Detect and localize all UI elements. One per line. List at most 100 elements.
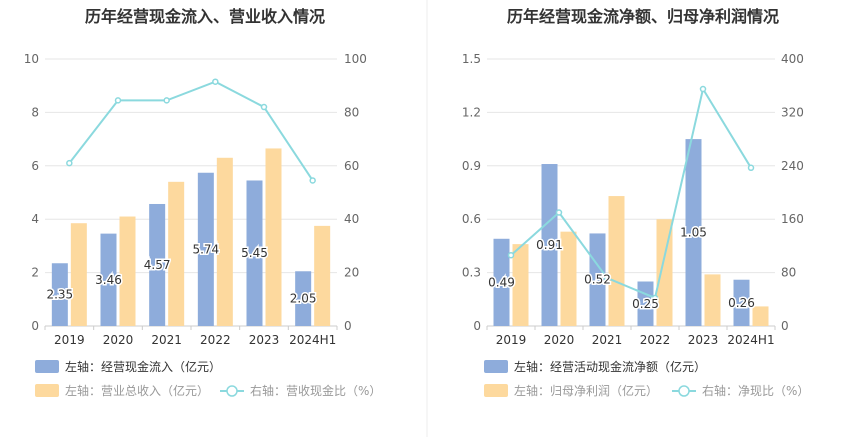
ratio-line <box>68 80 314 182</box>
chart-title: 历年经营现金流净额、归母净利润情况 <box>507 7 779 26</box>
ratio-point[interactable] <box>163 97 170 104</box>
legend-label-line[interactable]: 右轴：净现比（%） <box>702 383 809 398</box>
bar-data-label: 1.05 <box>680 226 707 240</box>
bar-data-label: 2.35 <box>46 288 73 302</box>
y-left-tick-label: 10 <box>24 52 39 66</box>
legend: 左轴：经营现金流入（亿元） 左轴：营业总收入（亿元） 右轴：营收现金比（%） <box>35 359 381 398</box>
bar-secondary[interactable] <box>656 219 673 326</box>
y-left-tick-label: 4 <box>31 212 39 226</box>
bar-primary[interactable] <box>197 172 214 326</box>
y-right-tick-label: 160 <box>781 212 804 226</box>
bar-data-label: 0.49 <box>488 275 515 289</box>
y-left-tick-label: 0 <box>473 319 481 333</box>
ratio-point[interactable] <box>555 209 563 216</box>
legend-swatch-line-marker <box>226 385 238 397</box>
x-tick-label: 2020 <box>544 333 575 347</box>
bar-primary[interactable] <box>733 279 750 326</box>
y-right-tick-label: 20 <box>344 266 359 280</box>
y-right-tick-label: 100 <box>344 52 367 66</box>
bar-data-label: 0.26 <box>728 296 755 310</box>
ratio-point[interactable] <box>309 177 316 184</box>
x-tick-label: 2023 <box>249 333 280 347</box>
ratio-point[interactable] <box>212 78 219 85</box>
y-right-tick-label: 0 <box>781 319 789 333</box>
ratio-point[interactable] <box>699 85 707 93</box>
chart-2: 历年经营现金流净额、归母净利润情况 0 0.3 0.6 0.9 1.2 1.5 0 80 160 2… <box>462 7 810 398</box>
bar-secondary[interactable] <box>314 225 331 326</box>
ratio-line <box>510 86 752 300</box>
bar-secondary[interactable] <box>752 306 769 326</box>
bar-secondary[interactable] <box>560 231 577 326</box>
bar-primary[interactable] <box>100 233 117 326</box>
bar-primary[interactable] <box>541 164 558 326</box>
x-tick-label: 2022 <box>200 333 231 347</box>
bar-primary[interactable] <box>685 139 702 326</box>
y-left-tick-label: 0.9 <box>462 159 481 173</box>
y-right-tick-label: 0 <box>344 319 352 333</box>
bar-data-label: 2.05 <box>290 292 317 306</box>
y-left-tick-label: 0.3 <box>462 266 481 280</box>
ratio-point[interactable] <box>603 274 611 282</box>
x-tick-label: 2021 <box>151 333 182 347</box>
legend-swatch-primary[interactable] <box>35 360 59 373</box>
ratio-point[interactable] <box>260 103 268 111</box>
bar-secondary[interactable] <box>119 216 136 326</box>
legend-swatch-line-marker <box>678 385 690 397</box>
x-tick-label: 2022 <box>640 333 671 347</box>
y-right-tick-label: 400 <box>781 52 804 66</box>
legend-swatch-primary[interactable] <box>484 360 508 373</box>
x-tick-label: 2023 <box>688 333 719 347</box>
y-left-tick-label: 8 <box>31 105 39 119</box>
ratio-point[interactable] <box>114 97 122 104</box>
y-left-tick-label: 1.5 <box>462 52 481 66</box>
bar-data-label: 5.45 <box>241 246 268 260</box>
legend-swatch-secondary[interactable] <box>484 384 508 397</box>
ratio-point[interactable] <box>651 294 659 302</box>
y-right-tick-label: 80 <box>781 266 796 280</box>
bar-data-label: 5.74 <box>192 242 219 256</box>
bar-secondary[interactable] <box>704 274 721 326</box>
x-tick-label: 2019 <box>54 333 85 347</box>
x-tick-label: 2024H1 <box>727 333 774 347</box>
bar-primary[interactable] <box>493 238 510 326</box>
bar-primary[interactable] <box>51 263 68 326</box>
y-right-tick-label: 240 <box>781 159 804 173</box>
y-right-tick-label: 60 <box>344 159 359 173</box>
legend-label-primary[interactable]: 左轴：经营活动现金流净额（亿元） <box>514 359 706 374</box>
bar-secondary[interactable] <box>70 223 87 326</box>
x-tick-label: 2019 <box>496 333 527 347</box>
bar-secondary[interactable] <box>168 181 185 326</box>
bar-data-label: 3.46 <box>95 273 122 287</box>
ratio-point[interactable] <box>66 159 73 167</box>
bar-secondary[interactable] <box>216 157 233 326</box>
y-right-tick-label: 80 <box>344 105 359 119</box>
y-right-tick-label: 40 <box>344 212 359 226</box>
bar-secondary[interactable] <box>512 244 529 326</box>
bar-primary[interactable] <box>589 233 606 326</box>
bar-data-label: 0.91 <box>536 238 563 252</box>
legend-label-line[interactable]: 右轴：营收现金比（%） <box>250 383 381 398</box>
y-left-tick-label: 0 <box>31 319 39 333</box>
legend-swatch-secondary[interactable] <box>35 384 59 397</box>
ratio-point[interactable] <box>507 251 515 259</box>
bar-data-label: 4.57 <box>144 258 171 272</box>
bar-primary[interactable] <box>149 203 166 326</box>
y-left-tick-label: 2 <box>31 266 39 280</box>
legend-label-secondary[interactable]: 左轴：归母净利润（亿元） <box>514 383 658 398</box>
y-left-tick-label: 6 <box>31 159 39 173</box>
x-tick-label: 2020 <box>103 333 134 347</box>
y-left-tick-label: 1.2 <box>462 105 481 119</box>
bar-secondary[interactable] <box>608 196 625 326</box>
bar-primary[interactable] <box>246 180 263 326</box>
legend-label-secondary[interactable]: 左轴：营业总收入（亿元） <box>65 383 209 398</box>
ratio-point[interactable] <box>747 164 755 172</box>
bar-primary[interactable] <box>295 271 312 326</box>
y-left-tick-label: 0.6 <box>462 212 481 226</box>
legend: 左轴：经营活动现金流净额（亿元） 左轴：归母净利润（亿元） 右轴：净现比（%） <box>484 359 809 398</box>
x-tick-label: 2021 <box>592 333 623 347</box>
legend-label-primary[interactable]: 左轴：经营现金流入（亿元） <box>65 359 221 374</box>
bar-secondary[interactable] <box>265 148 282 326</box>
chart-title: 历年经营现金流入、营业收入情况 <box>85 7 325 26</box>
